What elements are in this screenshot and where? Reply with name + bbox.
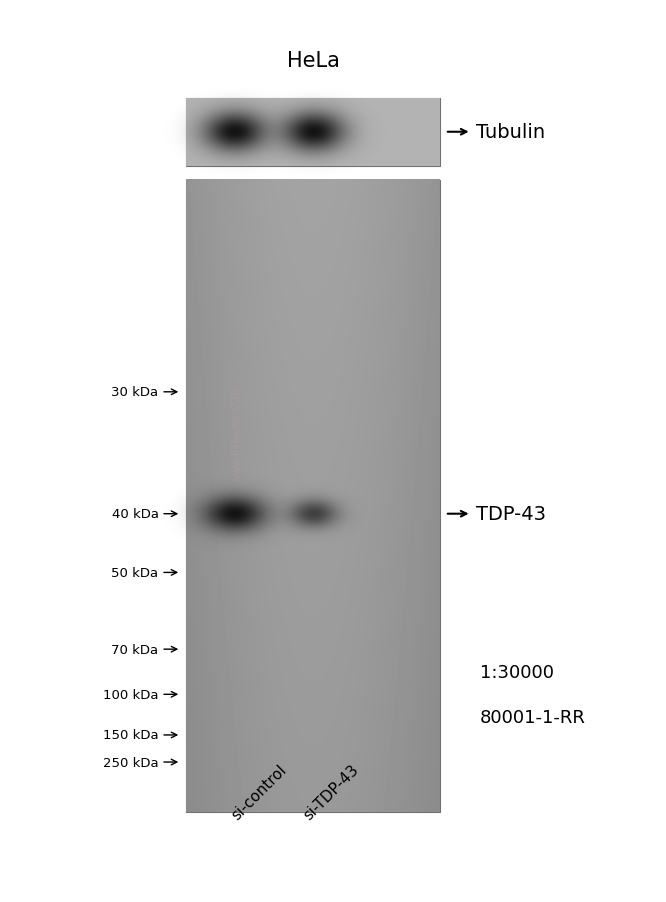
Text: si-TDP-43: si-TDP-43 bbox=[301, 761, 362, 823]
Text: 100 kDa: 100 kDa bbox=[103, 688, 159, 701]
Text: 150 kDa: 150 kDa bbox=[103, 729, 159, 741]
Text: si-control: si-control bbox=[229, 762, 290, 823]
Text: 50 kDa: 50 kDa bbox=[111, 566, 159, 579]
Text: 80001-1-RR: 80001-1-RR bbox=[480, 708, 585, 726]
Bar bbox=[186, 180, 440, 812]
Text: 40 kDa: 40 kDa bbox=[111, 508, 159, 520]
Text: 1:30000: 1:30000 bbox=[480, 663, 553, 681]
Text: 250 kDa: 250 kDa bbox=[103, 756, 159, 769]
Text: HeLa: HeLa bbox=[286, 51, 340, 71]
Text: Tubulin: Tubulin bbox=[476, 123, 545, 143]
Text: 70 kDa: 70 kDa bbox=[111, 643, 159, 656]
Text: 30 kDa: 30 kDa bbox=[111, 386, 159, 399]
Text: www.PTGLAB.COM: www.PTGLAB.COM bbox=[231, 384, 242, 482]
Bar bbox=[186, 99, 440, 167]
Text: TDP-43: TDP-43 bbox=[476, 504, 546, 524]
